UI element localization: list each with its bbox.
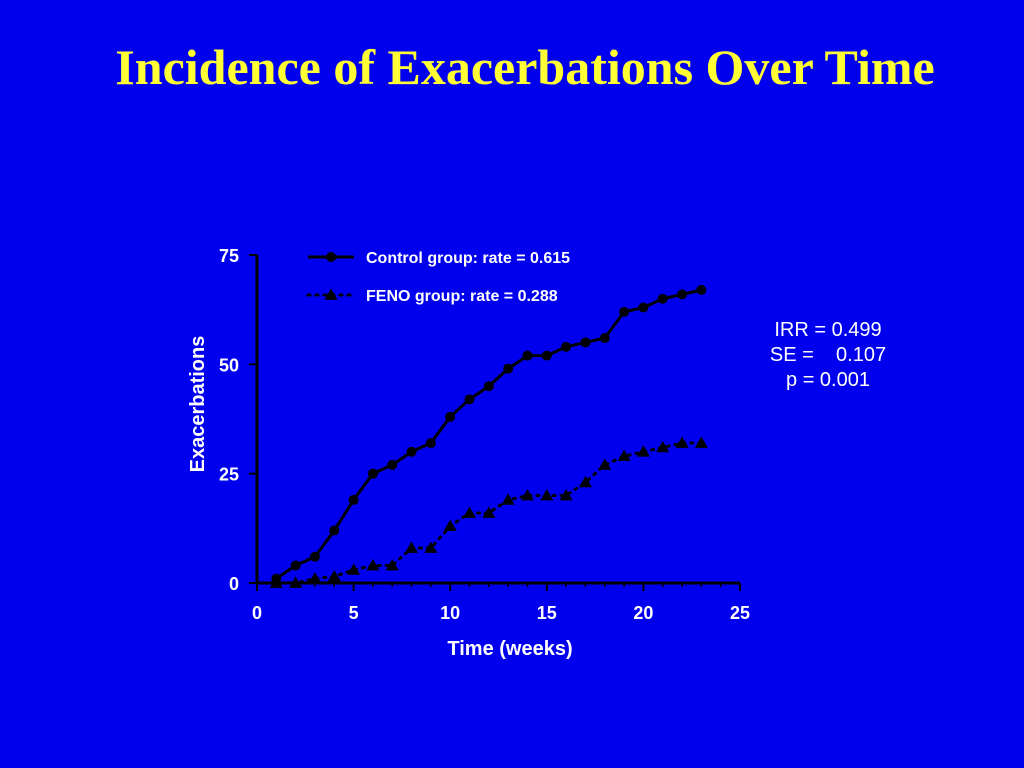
data-point (540, 489, 554, 501)
data-point (443, 519, 457, 532)
data-point (367, 468, 378, 479)
p-value: p = 0.001 (786, 369, 870, 391)
data-point (329, 525, 340, 536)
chart-series (269, 284, 708, 588)
data-point (269, 576, 283, 588)
data-point (599, 333, 610, 344)
data-point (405, 541, 419, 553)
data-point (694, 436, 708, 448)
data-point (464, 394, 475, 405)
legend-marker (324, 288, 338, 300)
data-point (619, 306, 630, 317)
data-point (675, 436, 689, 448)
data-point (348, 494, 359, 505)
y-tick-label: 25 (219, 465, 239, 485)
data-point (561, 341, 572, 352)
data-point (290, 560, 301, 571)
data-point (580, 337, 591, 348)
data-point (308, 572, 322, 584)
x-axis-label: Time (weeks) (447, 638, 572, 660)
irr-value: IRR = 0.499 (774, 319, 882, 341)
data-point (598, 458, 612, 470)
legend-marker (326, 252, 336, 262)
y-axis-label: Exacerbations (187, 336, 209, 473)
x-tick-label: 0 (252, 603, 262, 623)
data-point (406, 446, 417, 457)
data-point (656, 440, 670, 453)
data-point (638, 302, 649, 313)
y-tick-label: 0 (229, 574, 239, 594)
series-1 (271, 284, 707, 584)
data-point (366, 559, 380, 571)
chart-axes: 0 5 10 15 20 25 0 25 50 75 (219, 246, 750, 623)
y-tick-label: 50 (219, 355, 239, 375)
data-point (541, 350, 552, 361)
data-point (617, 449, 631, 462)
slide-title: Incidence of Exacerbations Over Time (115, 39, 935, 95)
data-point (482, 506, 496, 518)
data-point (424, 541, 438, 553)
data-point (483, 381, 494, 392)
x-tick-label: 20 (633, 603, 653, 623)
y-tick-label: 75 (219, 246, 239, 266)
statistics-box: IRR = 0.499 SE = 0.107 p = 0.001 (740, 318, 916, 393)
data-point (657, 293, 668, 304)
chart-legend: Control group: rate = 0.615 FENO group: r… (306, 250, 570, 305)
data-point (327, 569, 341, 582)
se-value: SE = 0.107 (769, 344, 887, 366)
legend-entry-1: Control group: rate = 0.615 (308, 250, 570, 267)
data-point (463, 506, 477, 518)
data-point (503, 363, 514, 374)
data-point (445, 411, 456, 422)
x-tick-label: 25 (730, 603, 750, 623)
x-tick-label: 5 (349, 603, 359, 623)
data-point (636, 445, 650, 457)
data-point (559, 489, 573, 501)
legend-entry-2: FENO group: rate = 0.288 (306, 288, 558, 305)
data-point (578, 475, 592, 488)
data-point (696, 284, 707, 295)
data-point (289, 576, 303, 588)
data-point (520, 489, 534, 501)
data-point (387, 459, 398, 470)
legend-label: FENO group: rate = 0.288 (366, 288, 558, 305)
x-tick-label: 15 (537, 603, 557, 623)
data-point (425, 438, 436, 449)
series-line (275, 288, 702, 580)
data-point (309, 551, 320, 562)
data-point (501, 493, 515, 505)
x-tick-label: 10 (440, 603, 460, 623)
data-point (347, 563, 361, 575)
series-2 (269, 436, 708, 588)
data-point (385, 559, 399, 571)
legend-label: Control group: rate = 0.615 (366, 250, 570, 267)
data-point (522, 350, 533, 361)
data-point (677, 289, 688, 300)
